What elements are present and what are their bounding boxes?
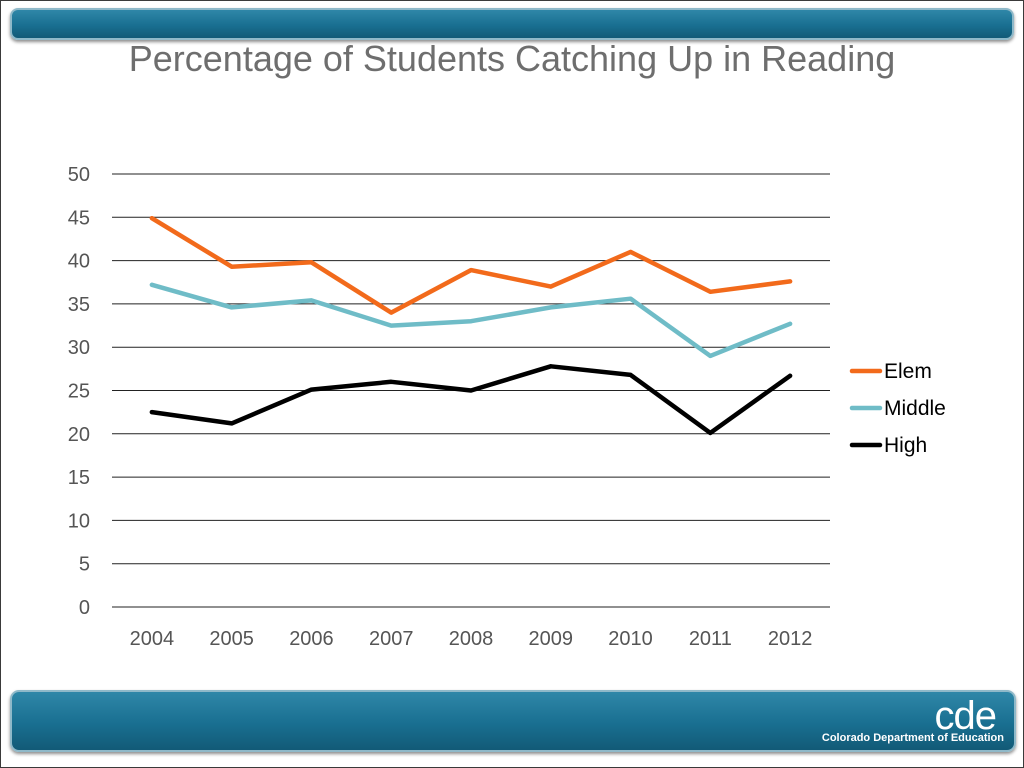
header-bar bbox=[10, 8, 1014, 40]
x-tick-label: 2006 bbox=[289, 628, 334, 650]
data-point-middle bbox=[469, 319, 473, 324]
data-point-elem bbox=[708, 289, 713, 294]
chart-legend: Elem Middle High bbox=[849, 360, 946, 457]
data-point-middle bbox=[309, 298, 314, 303]
data-point-middle bbox=[229, 305, 234, 310]
series-line-elem bbox=[149, 215, 793, 315]
y-tick-label: 35 bbox=[68, 294, 90, 316]
x-tick-label: 2010 bbox=[608, 628, 653, 650]
data-point-elem bbox=[229, 264, 234, 269]
y-tick-label: 10 bbox=[68, 510, 90, 532]
x-tick-label: 2012 bbox=[768, 628, 813, 650]
legend-label: Elem bbox=[884, 360, 932, 383]
data-point-high bbox=[628, 372, 633, 377]
y-tick-label: 50 bbox=[68, 164, 90, 186]
y-tick-label: 20 bbox=[68, 424, 90, 446]
y-tick-label: 40 bbox=[68, 251, 90, 273]
data-point-high bbox=[229, 421, 234, 426]
data-point-high bbox=[708, 430, 713, 435]
x-tick-label: 2007 bbox=[369, 628, 414, 650]
organization-name: Colorado Department of Education bbox=[821, 732, 1004, 744]
chart-series bbox=[149, 215, 793, 436]
data-point-elem bbox=[469, 268, 473, 273]
series-line-high bbox=[149, 364, 793, 436]
data-point-middle bbox=[548, 305, 553, 310]
y-axis: 0 5 10 15 20 25 30 35 40 45 50 bbox=[68, 164, 90, 619]
x-tick-label: 2004 bbox=[130, 628, 175, 650]
data-point-elem bbox=[788, 279, 793, 284]
data-point-middle bbox=[708, 353, 713, 358]
data-point-high bbox=[389, 379, 394, 384]
data-point-high bbox=[309, 387, 314, 392]
data-point-high bbox=[548, 364, 553, 369]
slide-title: Percentage of Students Catching Up in Re… bbox=[128, 38, 896, 79]
y-tick-label: 15 bbox=[68, 467, 90, 489]
data-point-middle bbox=[628, 296, 633, 301]
y-tick-label: 25 bbox=[68, 381, 90, 403]
data-point-middle bbox=[788, 321, 793, 326]
data-point-middle bbox=[149, 282, 154, 287]
cde-logo: cde bbox=[934, 694, 997, 738]
x-axis: 2004 2005 2006 2007 2008 2009 2010 2011 2012 bbox=[130, 628, 813, 650]
data-point-elem bbox=[548, 284, 553, 289]
data-point-high bbox=[149, 410, 154, 415]
data-point-elem bbox=[149, 216, 154, 221]
legend-label: High bbox=[884, 434, 927, 457]
y-tick-label: 0 bbox=[79, 597, 90, 619]
x-tick-label: 2009 bbox=[529, 628, 574, 650]
y-tick-label: 45 bbox=[68, 207, 90, 229]
data-point-elem bbox=[389, 310, 394, 315]
x-tick-label: 2011 bbox=[689, 628, 732, 650]
data-point-elem bbox=[628, 249, 633, 254]
x-tick-label: 2005 bbox=[209, 628, 254, 650]
data-point-high bbox=[469, 388, 473, 393]
y-tick-label: 5 bbox=[79, 554, 90, 576]
data-point-elem bbox=[309, 260, 314, 265]
legend-label: Middle bbox=[884, 397, 946, 420]
y-tick-label: 30 bbox=[68, 337, 90, 359]
x-tick-label: 2008 bbox=[449, 628, 494, 650]
footer-bar: cde Colorado Department of Education bbox=[10, 690, 1016, 752]
data-point-high bbox=[788, 373, 793, 378]
data-point-middle bbox=[389, 323, 394, 328]
